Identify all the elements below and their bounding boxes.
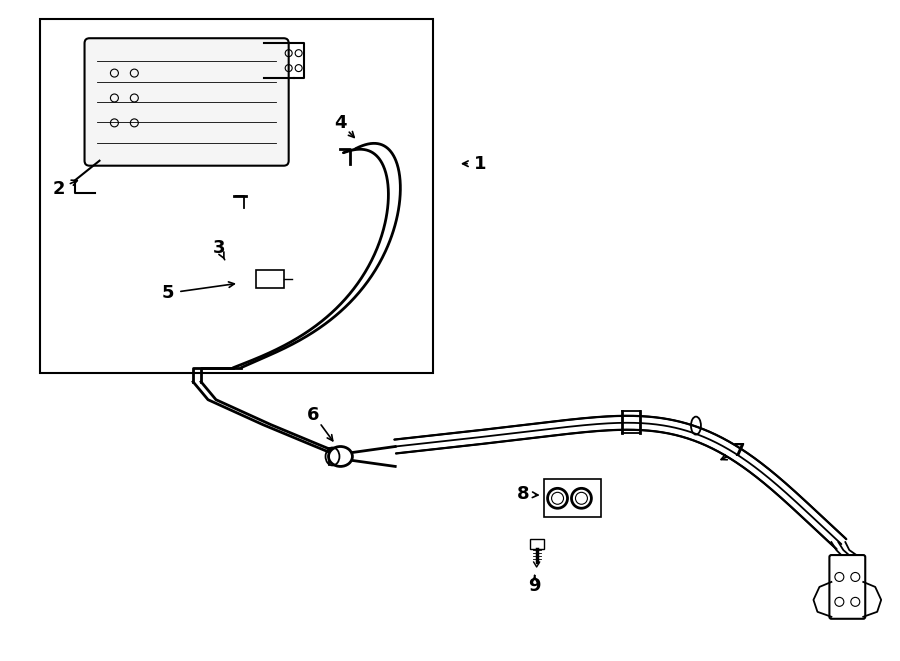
Text: 2: 2 (52, 180, 65, 198)
FancyBboxPatch shape (830, 555, 865, 619)
Text: 6: 6 (307, 406, 320, 424)
Text: 7: 7 (733, 442, 745, 461)
Ellipse shape (328, 447, 353, 467)
Bar (530, 539, 544, 549)
Text: 5: 5 (162, 284, 175, 302)
Text: 1: 1 (473, 155, 486, 173)
FancyBboxPatch shape (85, 38, 289, 166)
Bar (40, 19, 433, 373)
Text: 3: 3 (212, 239, 225, 257)
Text: 4: 4 (334, 114, 346, 132)
Text: 9: 9 (528, 577, 541, 595)
Bar (256, 270, 284, 288)
Text: 8: 8 (517, 485, 529, 503)
Bar (544, 479, 601, 517)
